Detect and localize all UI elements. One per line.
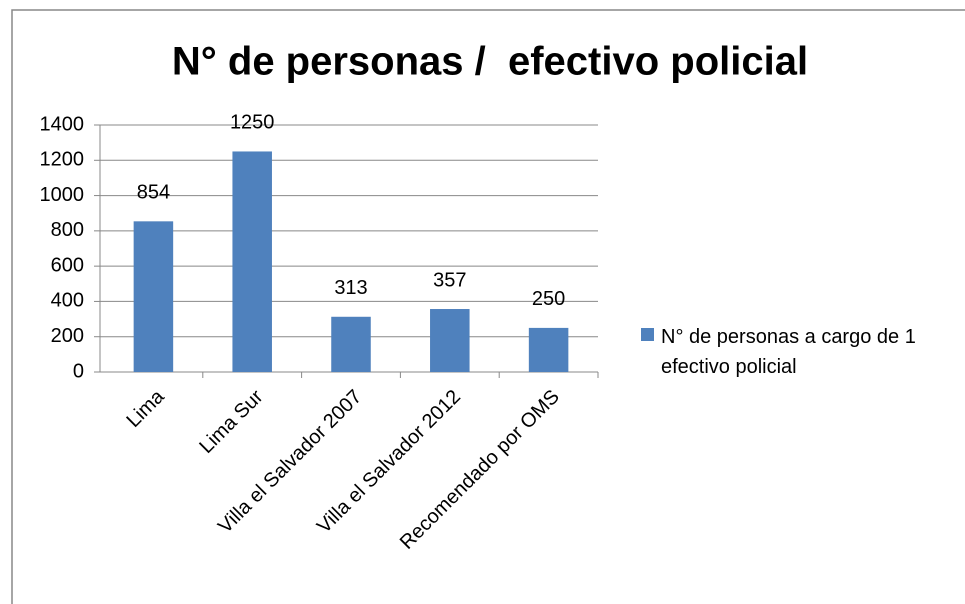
y-tick-label: 600: [51, 254, 84, 276]
data-label: 357: [433, 269, 466, 291]
legend-swatch: [641, 328, 654, 341]
data-label: 313: [334, 277, 367, 299]
y-tick-label: 1000: [40, 184, 85, 206]
y-tick-label: 1200: [40, 149, 85, 171]
bar: [133, 221, 174, 372]
data-label: 854: [137, 182, 170, 204]
bar: [331, 316, 371, 372]
bar: [232, 151, 272, 372]
y-tick-label: 0: [73, 360, 84, 382]
bar: [528, 327, 569, 372]
data-label: 1250: [230, 112, 275, 134]
y-tick-label: 200: [51, 325, 84, 347]
bar: [430, 309, 470, 372]
chart-title: N° de personas / efectivo policial: [172, 40, 808, 84]
y-tick-label: 400: [51, 290, 84, 312]
data-label: 250: [532, 288, 565, 310]
y-tick-label: 800: [51, 219, 84, 241]
y-tick-label: 1400: [40, 113, 85, 135]
legend-label: N° de personas a cargo de 1 efectivo pol…: [661, 326, 916, 378]
